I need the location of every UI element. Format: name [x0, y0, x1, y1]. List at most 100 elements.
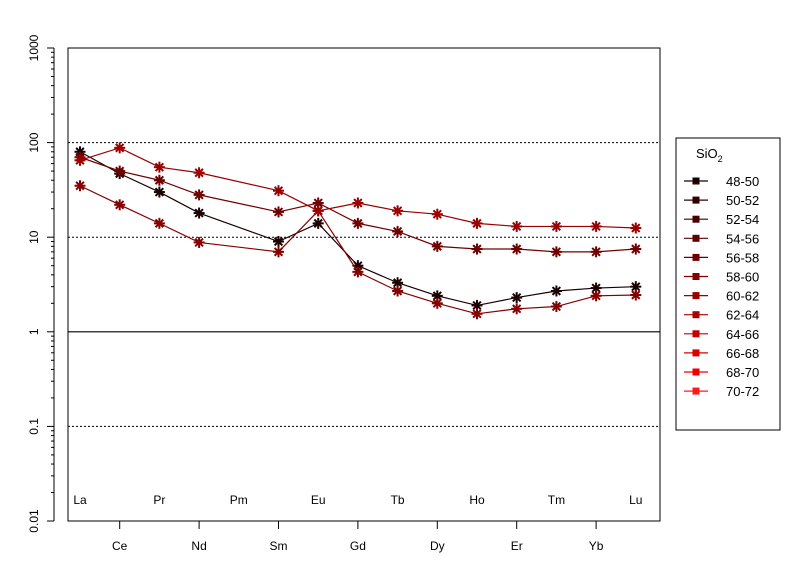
x-tick-label: Ce: [112, 539, 128, 553]
legend-label: 70-72: [726, 384, 759, 399]
x-tick-label: Dy: [430, 539, 445, 553]
y-tick-label: 1: [27, 328, 41, 335]
legend-swatch-square: [692, 349, 700, 357]
data-point-marker: [273, 236, 284, 248]
data-point-marker: [511, 303, 523, 315]
legend-entry: 48-50: [684, 174, 759, 189]
data-point-marker: [352, 266, 364, 278]
data-point-marker: [193, 189, 205, 201]
data-point-marker: [550, 285, 562, 297]
data-point-marker: [193, 167, 205, 179]
legend-entry: 66-68: [684, 346, 759, 361]
y-tick-label: 0.1: [27, 418, 41, 435]
legend-swatch-square: [692, 234, 700, 242]
x-tick-label: Sm: [270, 539, 288, 553]
data-point-marker: [352, 197, 364, 209]
grid-lines: [68, 142, 660, 427]
legend-label: 54-56: [726, 231, 759, 246]
legend-entry: 54-56: [684, 231, 759, 246]
legend-label: 48-50: [726, 174, 759, 189]
x-tick-label: Tm: [548, 493, 565, 507]
legend-entry: 64-66: [684, 327, 759, 342]
x-tick-label: Nd: [191, 539, 206, 553]
legend-entry: 62-64: [684, 308, 759, 323]
data-point-marker: [312, 205, 324, 217]
legend-entry: 70-72: [684, 384, 759, 399]
data-point-marker: [550, 301, 562, 313]
data-point-marker: [153, 186, 165, 198]
legend-entry: 50-52: [684, 193, 759, 208]
legend-swatch-square: [692, 387, 700, 395]
legend-box: [675, 137, 781, 431]
data-point-marker: [431, 240, 443, 252]
legend-label: 56-58: [726, 250, 759, 265]
y-tick-label: 0.01: [27, 509, 41, 533]
x-tick-label: La: [73, 493, 87, 507]
series-line: [79, 185, 636, 315]
legend-label: 62-64: [726, 308, 759, 323]
x-tick-label: Lu: [629, 493, 642, 507]
data-point-marker: [431, 208, 443, 220]
data-point-marker: [511, 243, 523, 255]
data-point-marker: [193, 236, 205, 248]
legend-swatch-square: [692, 273, 700, 280]
legend-entry: 60-62: [684, 289, 759, 304]
legend-swatch-square: [692, 330, 700, 338]
legend-label: 68-70: [726, 365, 759, 380]
data-point-marker: [273, 246, 284, 258]
legend-swatch-square: [692, 368, 700, 376]
legend-label: 60-62: [726, 289, 759, 304]
plot-frame: [67, 47, 661, 522]
legend-swatch-square: [692, 253, 700, 261]
data-point-marker: [590, 290, 602, 302]
data-point-marker: [74, 180, 86, 192]
data-point-marker: [511, 292, 523, 304]
x-axis: La Ce Pr Nd Pm Sm Eu Gd Tb Dy Ho Er Tm Yb Lu: [73, 493, 642, 553]
legend-label: 66-68: [726, 346, 759, 361]
x-tick-label: Ho: [469, 493, 485, 507]
legend-swatch-square: [692, 311, 700, 319]
data-point-marker: [630, 281, 642, 293]
data-point-marker: [431, 297, 443, 309]
y-tick-label: 100: [27, 132, 41, 152]
data-point-marker: [630, 243, 642, 255]
data-point-marker: [471, 308, 483, 320]
data-point-marker: [511, 220, 523, 232]
data-point-marker: [153, 174, 165, 186]
series-line: [79, 156, 636, 253]
data-point-marker: [114, 142, 126, 154]
data-point-marker: [392, 205, 404, 217]
legend-swatch-square: [692, 292, 700, 300]
x-tick-label: Pm: [230, 493, 248, 507]
legend-swatch-square: [692, 196, 700, 204]
series-line: [79, 151, 636, 307]
legend-entry: 68-70: [684, 365, 759, 380]
data-point-marker: [312, 217, 324, 229]
legend-entry: 52-54: [684, 212, 759, 227]
data-point-marker: [550, 246, 562, 258]
y-axis: 0.01 0.1 1 10 100 1000: [27, 34, 55, 533]
data-point-marker: [590, 246, 602, 258]
data-point-marker: [114, 165, 126, 177]
data-point-marker: [392, 225, 404, 237]
data-point-marker: [114, 199, 126, 211]
data-point-marker: [630, 289, 642, 301]
legend-label: 58-60: [726, 270, 759, 285]
data-point-marker: [153, 217, 165, 229]
legend-entry: 56-58: [684, 250, 759, 265]
legend-label: 50-52: [726, 193, 759, 208]
x-tick-label: Er: [511, 539, 523, 553]
legend-entries: 48-50 50-52 52-54 54-56 56-58 58-60 60-62 62-64…: [684, 174, 759, 399]
data-point-marker: [273, 185, 284, 197]
data-point-marker: [471, 243, 483, 255]
data-point-marker: [193, 207, 205, 219]
y-tick-label: 1000: [27, 34, 41, 61]
series-line: [79, 147, 636, 229]
data-point-marker: [74, 154, 86, 166]
x-tick-label: Pr: [153, 493, 165, 507]
legend: SiO2 48-50 50-52 52-54 54-56 56-58 58-60 60-62…: [675, 137, 781, 431]
y-tick-label: 10: [27, 230, 41, 244]
data-point-marker: [352, 217, 364, 229]
x-tick-label: Tb: [391, 493, 405, 507]
